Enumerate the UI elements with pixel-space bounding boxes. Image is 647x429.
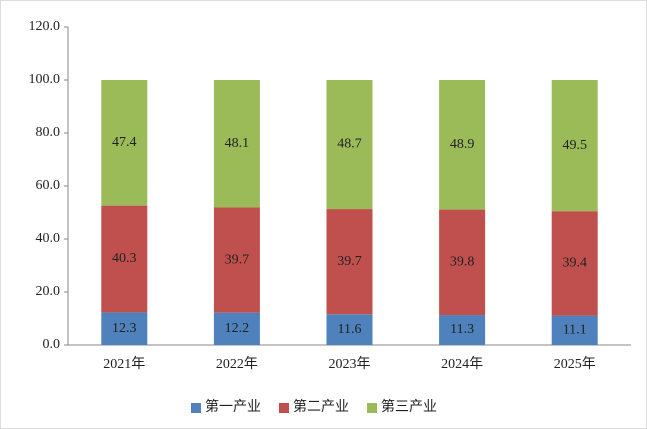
y-tick-label: 0.0 — [43, 337, 61, 352]
x-tick-label: 2024年 — [441, 356, 483, 372]
y-tick-label: 100.0 — [29, 72, 61, 87]
bar-segment — [439, 209, 486, 316]
data-label: 49.5 — [562, 138, 587, 153]
bar-segment — [213, 312, 260, 345]
x-tick-label: 2023年 — [329, 356, 371, 372]
data-label: 39.7 — [337, 254, 362, 269]
y-tick-label: 80.0 — [36, 125, 61, 140]
data-label: 48.1 — [225, 136, 250, 151]
data-label: 39.4 — [562, 256, 587, 271]
x-tick-label: 2025年 — [554, 356, 596, 372]
data-label: 48.7 — [337, 137, 362, 152]
legend-label: 第三产业 — [381, 398, 437, 415]
x-tick-label: 2022年 — [216, 356, 258, 372]
bar-segment — [439, 315, 486, 345]
bar-segment — [213, 80, 260, 208]
legend-swatch — [279, 403, 289, 413]
bar-segment — [326, 209, 373, 315]
data-label: 12.3 — [112, 321, 137, 336]
legend-swatch — [367, 403, 377, 413]
data-label: 12.2 — [225, 321, 250, 336]
bar-segment — [101, 312, 148, 345]
y-tick-label: 120.0 — [29, 19, 61, 34]
bar-segment — [551, 80, 598, 212]
data-label: 39.7 — [225, 252, 250, 267]
bar-segment — [551, 211, 598, 316]
data-label: 11.1 — [563, 323, 587, 338]
bar-segment — [326, 314, 373, 345]
data-label: 11.3 — [450, 322, 474, 337]
legend-label: 第二产业 — [293, 398, 349, 415]
bar-segment — [439, 80, 486, 210]
bar-segment — [213, 207, 260, 313]
bar-segment — [326, 80, 373, 210]
y-tick-label: 40.0 — [36, 231, 61, 246]
bar-segment — [101, 80, 148, 206]
x-tick-label: 2021年 — [103, 356, 145, 372]
legend-label: 第一产业 — [205, 398, 261, 415]
legend-swatch — [191, 403, 201, 413]
y-tick-label: 20.0 — [36, 284, 61, 299]
data-label: 40.3 — [112, 251, 137, 266]
data-label: 47.4 — [112, 135, 137, 150]
bar-segment — [101, 205, 148, 313]
bar-segment — [551, 315, 598, 345]
data-label: 48.9 — [450, 137, 475, 152]
y-tick-label: 60.0 — [36, 178, 61, 193]
data-label: 39.8 — [450, 255, 475, 270]
data-label: 11.6 — [338, 322, 362, 337]
